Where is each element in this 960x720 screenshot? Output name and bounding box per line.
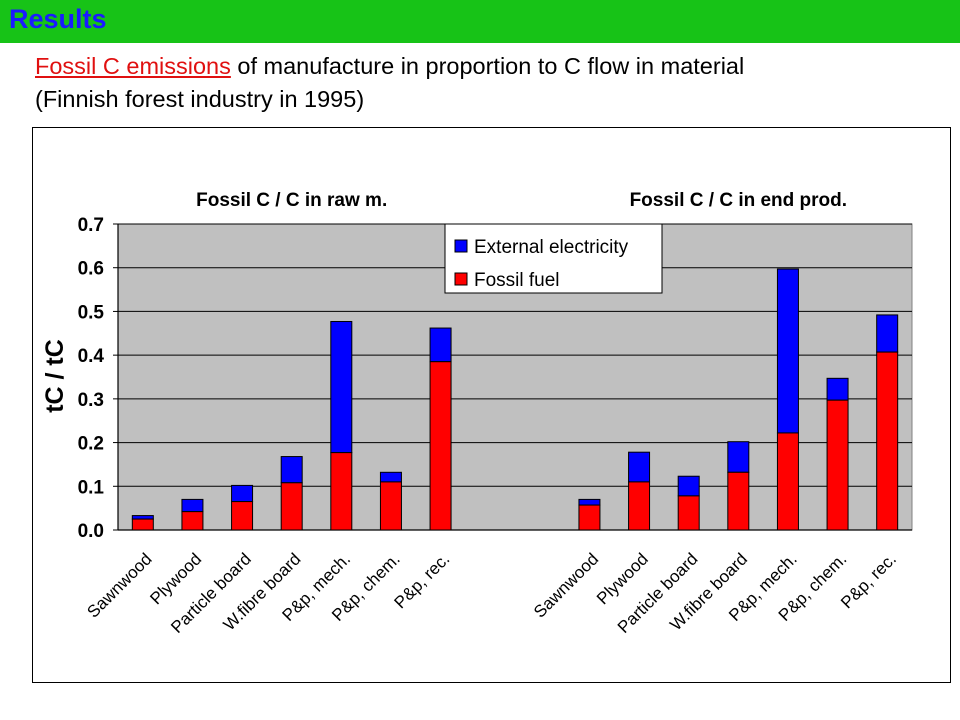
bar-external-electricity: [876, 314, 899, 353]
bar-fossil-fuel: [876, 351, 899, 531]
bar-external-electricity: [628, 451, 651, 483]
bar-fossil-fuel: [677, 495, 700, 531]
y-tick-label: 0.1: [78, 477, 105, 498]
group-title: Fossil C / C in raw m.: [196, 190, 387, 211]
bar-fossil-fuel: [578, 504, 601, 531]
y-tick-label: 0.5: [78, 302, 105, 323]
bar-fossil-fuel: [379, 481, 402, 531]
bar-fossil-fuel: [330, 452, 353, 531]
subtitle-link[interactable]: Fossil C emissions: [35, 53, 231, 79]
bar-external-electricity: [776, 268, 799, 434]
y-tick-label: 0.0: [78, 521, 104, 542]
bar-external-electricity: [578, 498, 601, 506]
bar-fossil-fuel: [727, 471, 750, 531]
bar-fossil-fuel: [628, 481, 651, 531]
bar-fossil-fuel: [776, 432, 799, 531]
y-axis-label: tC / tC: [41, 339, 69, 413]
slide-subtitle: Fossil C emissions of manufacture in pro…: [35, 50, 945, 116]
x-tick-label: Sawnwood: [530, 549, 602, 621]
bar-fossil-fuel: [280, 482, 303, 531]
y-tick-label: 0.4: [78, 346, 105, 367]
bar-external-electricity: [231, 484, 254, 503]
bar-fossil-fuel: [181, 511, 204, 531]
y-tick-label: 0.6: [78, 259, 104, 280]
bar-fossil-fuel: [231, 501, 254, 531]
subtitle-line2: (Finnish forest industry in 1995): [35, 86, 365, 112]
y-tick-label: 0.2: [78, 434, 104, 455]
header-bar: Results: [0, 0, 960, 43]
group-title: Fossil C / C in end prod.: [630, 190, 847, 211]
subtitle-rest-line1: of manufacture in proportion to C flow i…: [230, 53, 745, 79]
x-tick-label: Sawnwood: [83, 549, 155, 621]
legend-swatch: [454, 272, 468, 286]
legend-label: External electricity: [474, 237, 629, 258]
y-tick-label: 0.3: [78, 390, 104, 411]
bar-external-electricity: [826, 377, 849, 401]
bar-fossil-fuel: [429, 361, 452, 531]
bar-external-electricity: [131, 515, 154, 520]
header-title: Results: [9, 4, 107, 34]
bar-external-electricity: [429, 327, 452, 363]
bar-fossil-fuel: [826, 399, 849, 531]
bar-external-electricity: [280, 456, 303, 484]
bar-external-electricity: [330, 320, 353, 454]
legend-label: Fossil fuel: [474, 270, 560, 291]
x-tick-label: P&p, rec.: [837, 549, 900, 612]
y-tick-label: 0.7: [78, 215, 104, 236]
bar-external-electricity: [181, 498, 204, 513]
bar-external-electricity: [379, 471, 402, 483]
bar-external-electricity: [677, 475, 700, 497]
bar-external-electricity: [727, 441, 750, 473]
legend-swatch: [454, 239, 468, 253]
legend-box: [444, 223, 663, 294]
x-tick-label: P&p, rec.: [391, 549, 454, 612]
bar-fossil-fuel: [131, 518, 154, 531]
